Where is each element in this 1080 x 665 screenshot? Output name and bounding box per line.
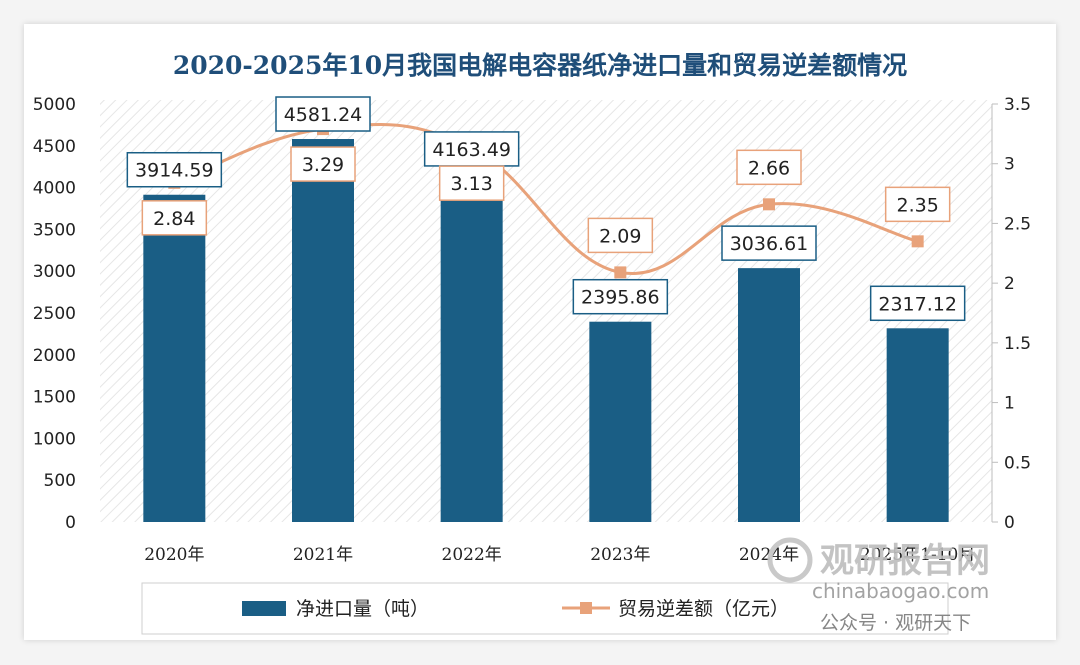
bar-value-label-box bbox=[572, 278, 669, 315]
bar bbox=[589, 321, 652, 522]
right-axis-tick-label: 1 bbox=[1004, 394, 1015, 414]
left-axis-tick-label: 5000 bbox=[33, 95, 76, 115]
left-axis-tick-label: 3500 bbox=[33, 220, 76, 240]
left-axis-tick-label: 1000 bbox=[33, 429, 76, 449]
right-axis-tick-label: 3 bbox=[1004, 155, 1015, 175]
right-axis-tick-label: 0.5 bbox=[1004, 453, 1031, 473]
left-axis-tick-label: 2000 bbox=[33, 346, 76, 366]
category-label: 2023年 bbox=[590, 545, 650, 565]
bar-value-label: 3036.61 bbox=[730, 233, 809, 255]
bar bbox=[143, 194, 206, 522]
bar bbox=[440, 173, 503, 522]
watermark-site: chinabaogao.com bbox=[812, 579, 989, 603]
watermark: 观研报告网 chinabaogao.com 公众号 · 观研天下 bbox=[767, 537, 990, 634]
legend-swatch-bar bbox=[242, 601, 286, 616]
left-axis-tick-label: 2500 bbox=[33, 304, 76, 324]
line-value-label-box bbox=[884, 186, 951, 223]
line-value-label: 2.66 bbox=[748, 157, 790, 179]
plot-area-background bbox=[100, 100, 992, 522]
watermark-logo-icon bbox=[767, 537, 813, 583]
left-axis-tick-label: 3000 bbox=[33, 262, 76, 282]
left-axis-tick-label: 4000 bbox=[33, 179, 76, 199]
bar-series bbox=[143, 139, 949, 522]
left-axis-tick-label: 0 bbox=[65, 513, 76, 533]
line-value-label-box bbox=[290, 146, 356, 182]
line-value-label-box bbox=[141, 200, 208, 236]
bar-value-label-box bbox=[126, 151, 223, 188]
bar-value-label: 3914.59 bbox=[135, 160, 214, 182]
line-value-label: 3.29 bbox=[302, 154, 344, 176]
bar-value-label: 4163.49 bbox=[432, 139, 511, 161]
line-marker bbox=[763, 198, 775, 211]
watermark-brand: 观研报告网 bbox=[820, 541, 990, 581]
line-value-label: 2.84 bbox=[153, 208, 195, 230]
bar-value-label: 2395.86 bbox=[581, 287, 660, 309]
left-axis-tick-label: 500 bbox=[44, 471, 76, 491]
left-axis: 0 500 1000 1500 2000 2500 3000 3500 4000 4500 5000 bbox=[33, 95, 76, 533]
legend-label-line: 贸易逆差额（亿元） bbox=[618, 598, 789, 620]
category-axis: 2020年 2021年 2022年 2023年 2024年 2025年1-10月 bbox=[144, 545, 975, 565]
line-value-label-box bbox=[587, 217, 654, 254]
bar bbox=[738, 268, 800, 522]
bar-value-label-box bbox=[721, 225, 817, 261]
line-marker bbox=[614, 266, 627, 279]
category-label: 2025年1-10月 bbox=[860, 545, 975, 565]
bar-value-label: 4581.24 bbox=[284, 104, 363, 126]
bar bbox=[292, 139, 354, 522]
watermark-footer: 公众号 · 观研天下 bbox=[820, 612, 971, 634]
chart-title: 2020-2025年10月我国电解电容器纸净进口量和贸易逆差额情况 bbox=[173, 51, 907, 80]
right-axis-tick-label: 0 bbox=[1004, 513, 1015, 533]
line-value-label-box bbox=[438, 165, 505, 201]
legend-swatch-line bbox=[562, 602, 610, 614]
bar-value-label-box bbox=[275, 96, 371, 132]
bar-value-label-box bbox=[423, 131, 520, 167]
bar bbox=[886, 328, 949, 522]
data-labels: 3914.59 4581.24 4163.49 2395.86 3036.61 2317.… bbox=[126, 96, 966, 322]
category-label: 2022年 bbox=[442, 545, 502, 565]
bar-value-label: 2317.12 bbox=[878, 293, 957, 315]
line-value-label: 2.09 bbox=[599, 225, 641, 247]
right-axis-tick-label: 3.5 bbox=[1004, 95, 1031, 115]
line-value-label: 3.13 bbox=[451, 173, 493, 195]
bar-value-label-box bbox=[869, 285, 966, 322]
right-axis: 0 0.5 1 1.5 2 2.5 3 3.5 bbox=[991, 95, 1031, 533]
line-value-label: 2.35 bbox=[897, 194, 939, 216]
right-axis-tick-label: 2 bbox=[1004, 274, 1015, 294]
right-axis-tick-label: 1.5 bbox=[1004, 334, 1031, 354]
line-marker bbox=[911, 235, 924, 248]
category-label: 2021年 bbox=[293, 545, 353, 565]
line-value-label-box bbox=[736, 149, 802, 186]
category-label: 2020年 bbox=[144, 545, 204, 565]
left-axis-tick-label: 1500 bbox=[33, 388, 76, 408]
left-axis-tick-label: 4500 bbox=[33, 137, 76, 157]
legend-label-bar: 净进口量（吨） bbox=[296, 598, 429, 620]
right-axis-tick-label: 2.5 bbox=[1004, 214, 1031, 234]
